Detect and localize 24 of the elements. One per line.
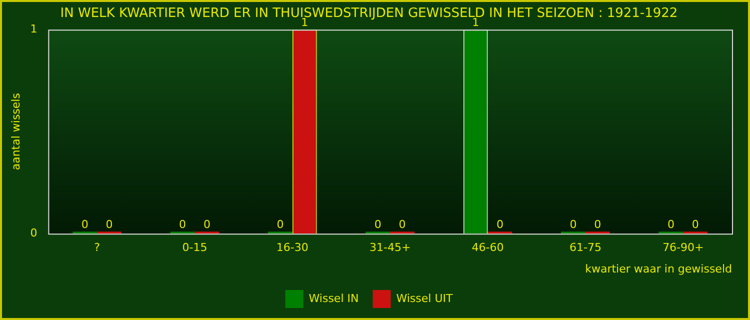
- data-label: 0: [398, 218, 406, 231]
- data-label: 0: [81, 218, 88, 231]
- y-axis-title: aantal wissels: [9, 92, 22, 170]
- data-label: 0: [594, 218, 602, 231]
- legend-label: Wissel UIT: [396, 292, 453, 305]
- x-tick-label: 31-45+: [370, 241, 411, 254]
- data-label: 0: [276, 218, 284, 231]
- x-tick-label: ?: [94, 241, 100, 254]
- x-tick-label: 16-30: [276, 241, 308, 254]
- x-tick-label: 61-75: [569, 241, 602, 254]
- legend-label: Wissel IN: [308, 292, 359, 305]
- data-label: 1: [472, 16, 480, 29]
- data-label: 0: [374, 218, 382, 231]
- data-label: 0: [203, 218, 210, 231]
- data-label: 0: [106, 218, 113, 231]
- x-tick-label: 76-90+: [662, 241, 704, 254]
- data-label: 0: [179, 218, 186, 231]
- data-label: 0: [667, 218, 674, 231]
- x-tick-label: 0-15: [182, 241, 208, 254]
- x-axis-title: kwartier waar in gewisseld: [585, 262, 732, 276]
- data-label: 0: [692, 218, 699, 231]
- x-tick-label: 46-60: [472, 241, 504, 254]
- data-label: 0: [570, 218, 577, 231]
- data-label: 0: [496, 218, 504, 231]
